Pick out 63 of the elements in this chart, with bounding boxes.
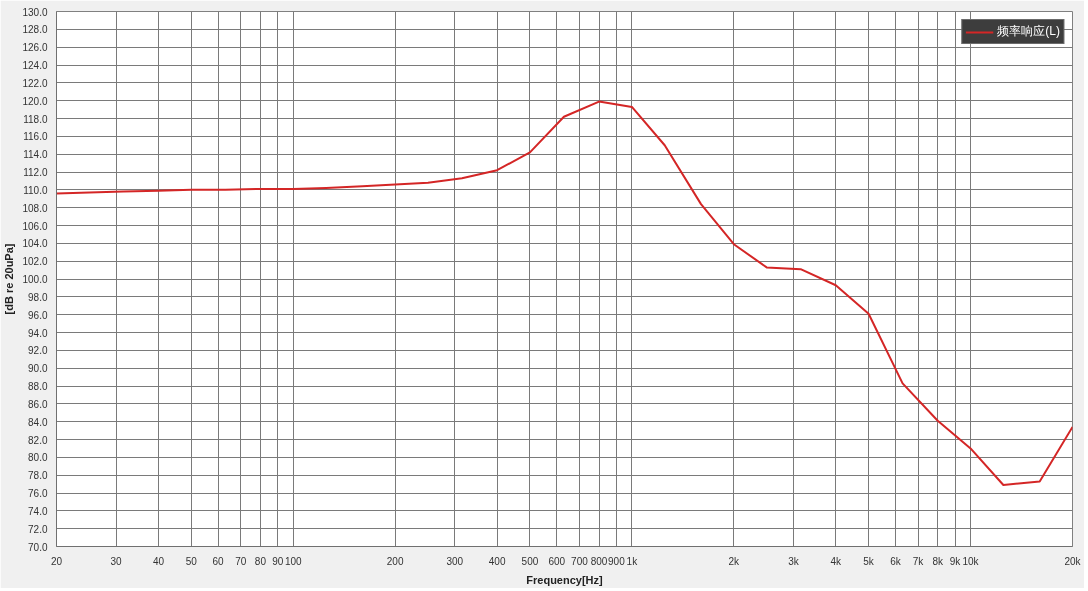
x-tick-label: 3k [788, 555, 800, 567]
y-tick-label: 80.0 [28, 452, 48, 464]
x-tick-label: 20k [1064, 555, 1082, 567]
y-tick-label: 72.0 [28, 523, 48, 535]
y-tick-label: 112.0 [23, 167, 48, 178]
y-axis-title: [dB re 20uPa] [3, 243, 16, 315]
y-tick-label: 70.0 [28, 541, 48, 553]
y-tick-label: 100.0 [22, 274, 48, 285]
x-tick-label: 300 [446, 555, 464, 567]
y-tick-label: 76.0 [28, 488, 48, 499]
y-tick-label: 78.0 [28, 470, 48, 482]
y-tick-label: 120.0 [22, 95, 48, 107]
y-tick-label: 106.0 [22, 220, 48, 232]
x-tick-label: 6k [890, 555, 902, 567]
x-tick-label: 9k [949, 555, 962, 567]
y-tick-label: 82.0 [28, 434, 48, 446]
x-tick-label: 800 [590, 555, 608, 567]
x-tick-label: 20 [50, 555, 63, 567]
legend-label: 频率响应(L) [997, 23, 1060, 40]
line-series [56, 100, 1073, 486]
y-tick-label: 130.0 [22, 6, 48, 18]
x-tick-label: 40 [152, 555, 165, 567]
y-tick-label: 94.0 [28, 327, 48, 339]
y-tick-label: 122.0 [22, 77, 48, 89]
x-tick-label: 80 [254, 555, 267, 567]
y-tick-label: 128.0 [22, 24, 48, 36]
y-tick-label: 114.0 [23, 149, 48, 161]
y-tick-label: 110.0 [23, 184, 48, 196]
x-tick-label: 30 [110, 555, 123, 567]
y-tick-label: 116.0 [23, 131, 48, 143]
y-tick-label: 124.0 [22, 60, 48, 71]
x-tick-label: 100 [284, 555, 302, 567]
y-tick-label: 90.0 [28, 363, 48, 375]
y-tick-label: 108.0 [22, 202, 48, 214]
x-tick-label: 5k [863, 555, 875, 567]
y-tick-label: 102.0 [22, 256, 48, 268]
y-tick-label: 86.0 [28, 398, 48, 410]
y-tick-label: 84.0 [28, 416, 48, 428]
x-axis-title: Frequency[Hz] [526, 573, 604, 586]
y-tick-label: 92.0 [28, 345, 48, 357]
x-tick-label: 50 [185, 555, 198, 567]
y-tick-label: 88.0 [28, 381, 48, 392]
y-tick-label: 118.0 [23, 113, 48, 125]
x-tick-label: 70 [235, 555, 247, 567]
x-tick-label: 2k [728, 555, 741, 567]
x-tick-label: 200 [386, 555, 404, 567]
x-tick-label: 1k [626, 555, 639, 567]
x-tick-label: 500 [521, 555, 539, 567]
y-tick-label: 96.0 [28, 309, 48, 321]
x-tick-label: 7k [912, 555, 925, 567]
y-tick-label: 98.0 [28, 291, 48, 303]
x-tick-label: 10k [962, 555, 980, 567]
x-tick-label: 8k [932, 555, 945, 567]
y-tick-label: 74.0 [28, 505, 48, 517]
x-tick-label: 600 [548, 555, 566, 567]
x-tick-label: 90 [272, 555, 284, 567]
y-tick-label: 104.0 [22, 238, 48, 250]
x-tick-label: 400 [488, 555, 506, 567]
x-tick-label: 900 [608, 555, 626, 567]
y-tick-label: 126.0 [22, 42, 48, 54]
x-tick-label: 4k [830, 555, 843, 567]
x-tick-label: 60 [212, 555, 225, 567]
x-tick-label: 700 [571, 555, 589, 567]
